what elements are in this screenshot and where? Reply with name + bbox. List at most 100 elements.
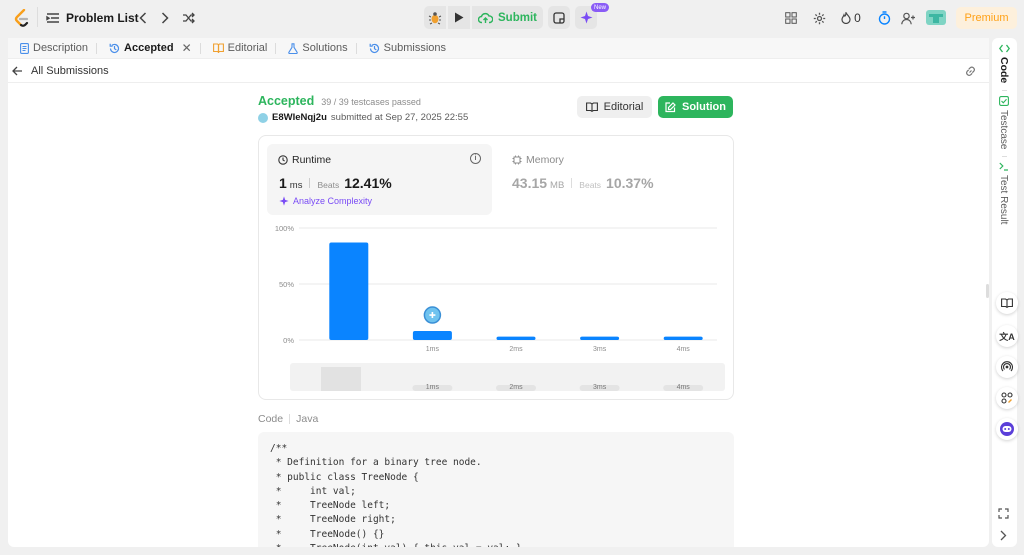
leetcode-logo-icon[interactable] [14, 9, 30, 27]
divider [199, 42, 201, 54]
assistant-side-button[interactable] [996, 418, 1018, 440]
expand-chevron-icon[interactable] [1000, 530, 1007, 544]
resize-handle[interactable] [986, 284, 989, 298]
runtime-label: Runtime [292, 154, 332, 166]
back-to-submissions-link[interactable]: All Submissions [12, 65, 109, 77]
play-icon [455, 12, 464, 23]
problem-list-link[interactable]: Problem List [66, 11, 139, 25]
divider [275, 42, 277, 54]
tab-label: Solutions [302, 42, 348, 54]
analyze-label: Analyze Complexity [293, 196, 373, 206]
y-tick-label: 50% [279, 280, 294, 289]
submit-label: Submit [498, 11, 537, 24]
description-icon [20, 42, 29, 54]
memory-box[interactable]: Memory 43.15 MB Beats 10.37% [504, 144, 724, 215]
status-accepted: Accepted [258, 94, 315, 108]
link-icon[interactable] [964, 65, 977, 80]
add-friend-icon[interactable] [900, 10, 917, 26]
memory-beats-value: 10.37% [606, 175, 654, 191]
navigator-bar [579, 385, 620, 391]
submitted-time: submitted at Sep 27, 2025 22:55 [330, 112, 469, 123]
solution-button[interactable]: Solution [658, 96, 733, 118]
navigator-bar [663, 385, 704, 391]
terminal-icon [998, 162, 1008, 171]
timer-icon[interactable] [876, 10, 892, 26]
layout-icon[interactable] [783, 10, 799, 26]
runtime-value: 1 [279, 175, 287, 191]
code-label: Code [258, 413, 284, 425]
divider [571, 178, 573, 188]
flask-icon [288, 42, 299, 54]
premium-button[interactable]: Premium [956, 7, 1017, 29]
y-tick-label: 0% [283, 336, 294, 345]
panel-tabs: Description Accepted ✕ Editorial Solutio… [8, 38, 989, 59]
tab-label: Accepted [124, 42, 174, 54]
memory-unit: MB [550, 180, 565, 191]
close-tab-icon[interactable]: ✕ [181, 41, 192, 55]
run-controls: Submit [424, 6, 543, 29]
fullscreen-icon[interactable] [998, 508, 1009, 522]
navigator-label: 3ms [593, 384, 607, 391]
runtime-box[interactable]: Runtime i 1 ms Beats 12.41% Analyze Comp… [267, 144, 492, 215]
avatar[interactable] [925, 8, 947, 27]
submit-button[interactable]: Submit [472, 6, 543, 29]
divider [1002, 156, 1007, 157]
navigator-bar [412, 385, 453, 391]
tab-submissions[interactable]: Submissions [363, 38, 452, 59]
tab-editorial[interactable]: Editorial [207, 38, 283, 59]
submission-meta: E8WIeNqj2u submitted at Sep 27, 2025 22:… [258, 112, 468, 123]
streak-count: 0 [854, 11, 861, 25]
username[interactable]: E8WIeNqj2u [272, 112, 327, 123]
new-badge: New [591, 3, 609, 12]
code-line: * TreeNode() {} [270, 528, 385, 540]
divider [289, 414, 291, 424]
memory-title: Memory [512, 154, 564, 166]
rail-tab-code[interactable]: Code [998, 44, 1010, 83]
history-icon [109, 43, 120, 53]
tab-solutions[interactable]: Solutions [282, 38, 362, 59]
streak-counter[interactable]: 0 [838, 10, 864, 26]
editorial-button[interactable]: Editorial [577, 96, 652, 118]
tab-label: Editorial [227, 42, 268, 54]
navigator-selection [321, 367, 361, 391]
top-bar: Problem List Submit New 0 [0, 0, 1024, 35]
robot-icon [1000, 422, 1014, 436]
chart-bar [580, 336, 620, 340]
tab-description[interactable]: Description [14, 38, 103, 59]
settings-gear-icon[interactable] [811, 10, 827, 26]
bug-icon [428, 11, 442, 24]
list-icon[interactable] [44, 9, 62, 27]
submission-panel: All Submissions Accepted 39 / 39 testcas… [8, 59, 989, 547]
navigator-label: 2ms [509, 384, 523, 391]
shuffle-icon[interactable] [181, 10, 197, 26]
divider [309, 178, 311, 188]
notes-button[interactable] [548, 6, 570, 29]
translate-side-button[interactable]: 文A [996, 325, 1018, 347]
tab-label: Submissions [383, 42, 446, 54]
run-button[interactable] [448, 6, 470, 29]
sparkle-icon [580, 11, 592, 24]
debug-button[interactable] [424, 6, 446, 29]
book-side-button[interactable] [996, 292, 1018, 314]
memory-value: 43.15 [512, 175, 548, 191]
memory-label: Memory [526, 154, 564, 166]
analyze-complexity-link[interactable]: Analyze Complexity [279, 196, 372, 206]
rail-testcase-label: Testcase [998, 110, 1009, 150]
apps-side-button[interactable] [996, 387, 1018, 409]
rail-tab-test-result[interactable]: Test Result [998, 162, 1009, 224]
ai-assistant-button[interactable] [575, 6, 597, 29]
arrow-left-icon [12, 66, 22, 76]
chart-bar [412, 331, 452, 340]
y-tick-label: 100% [275, 224, 295, 233]
broadcast-side-button[interactable] [996, 356, 1018, 378]
info-icon[interactable]: i [470, 153, 481, 164]
chart-bar [663, 336, 703, 340]
tab-accepted[interactable]: Accepted ✕ [103, 38, 207, 59]
cloud-upload-icon [478, 12, 493, 23]
chevron-right-icon[interactable] [158, 10, 172, 26]
code-line: * public class TreeNode { [270, 471, 419, 483]
checkbox-icon [998, 96, 1009, 106]
rail-test-result-label: Test Result [998, 175, 1009, 225]
rail-tab-testcase[interactable]: Testcase [998, 96, 1009, 149]
chevron-left-icon[interactable] [136, 10, 150, 26]
